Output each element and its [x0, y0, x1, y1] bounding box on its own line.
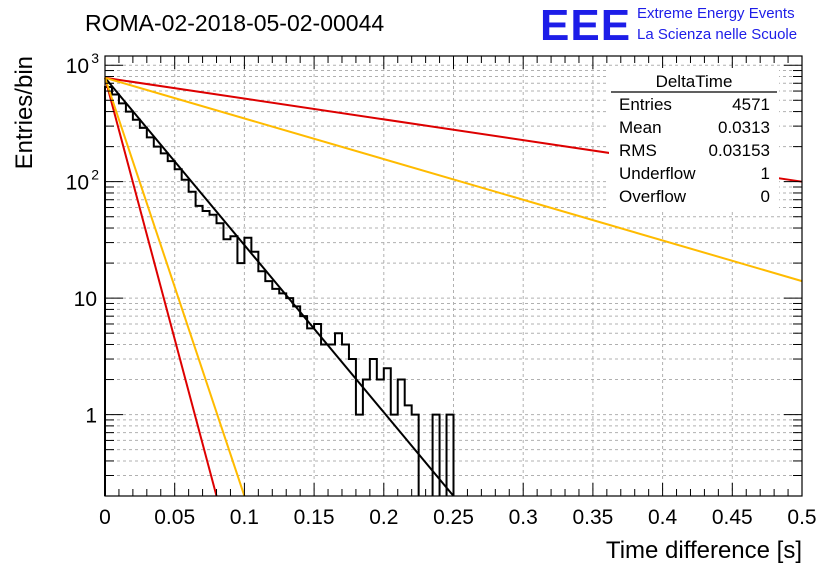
stats-label-entries: Entries	[619, 95, 672, 114]
brand-line-2: La Scienza nelle Scuole	[637, 26, 797, 43]
x-tick-label: 0.5	[787, 506, 816, 529]
eee-logo: EEE Extreme Energy Events La Scienza nel…	[540, 1, 797, 50]
x-tick-label: 0.2	[369, 506, 398, 529]
y-tick-label: 10	[66, 172, 89, 195]
y-tick-label: 10	[66, 55, 89, 78]
y-tick-exponent: 3	[91, 50, 99, 66]
x-axis-label: Time difference [s]	[606, 537, 802, 564]
y-tick-label: 1	[85, 405, 97, 428]
stats-box: DeltaTime Entries 4571 Mean 0.0313 RMS 0…	[609, 68, 779, 210]
stats-label-underflow: Underflow	[619, 164, 696, 183]
brand-line-1: Extreme Energy Events	[637, 5, 795, 22]
stats-title: DeltaTime	[656, 72, 733, 91]
stats-value-entries: 4571	[732, 95, 770, 114]
stats-label-overflow: Overflow	[619, 187, 687, 206]
chart-title: ROMA-02-2018-05-02-00044	[85, 10, 384, 36]
stats-value-mean: 0.0313	[718, 118, 770, 137]
stats-label-rms: RMS	[619, 141, 657, 160]
x-tick-label: 0.4	[648, 506, 678, 529]
y-tick-label: 10	[74, 288, 97, 311]
ref-line-red-steep	[104, 77, 218, 497]
stats-label-mean: Mean	[619, 118, 662, 137]
eee-logo-text: EEE	[540, 1, 631, 50]
x-tick-label: 0.45	[712, 506, 753, 529]
x-tick-label: 0.15	[294, 506, 335, 529]
x-tick-label: 0	[99, 506, 111, 529]
x-tick-label: 0.25	[433, 506, 474, 529]
y-axis-label: Entries/bin	[11, 56, 38, 169]
stats-value-overflow: 0	[761, 187, 770, 206]
stats-value-underflow: 1	[761, 164, 770, 183]
histogram-bars	[104, 86, 455, 496]
fit-line-black	[104, 77, 455, 497]
axis-ticks: 0 0.05 0.1 0.15 0.2 0.25 0.3 0.35 0.4 0.45 0.51101…	[66, 50, 817, 529]
x-tick-label: 0.3	[509, 506, 538, 529]
ref-line-orange-steep	[104, 77, 246, 497]
y-tick-exponent: 2	[91, 167, 99, 183]
x-tick-label: 0.35	[572, 506, 613, 529]
x-tick-label: 0.05	[154, 506, 195, 529]
ref-line-orange-shallow	[104, 76, 803, 283]
plot-area	[104, 76, 803, 497]
x-tick-label: 0.1	[230, 506, 259, 529]
stats-value-rms: 0.03153	[709, 141, 770, 160]
